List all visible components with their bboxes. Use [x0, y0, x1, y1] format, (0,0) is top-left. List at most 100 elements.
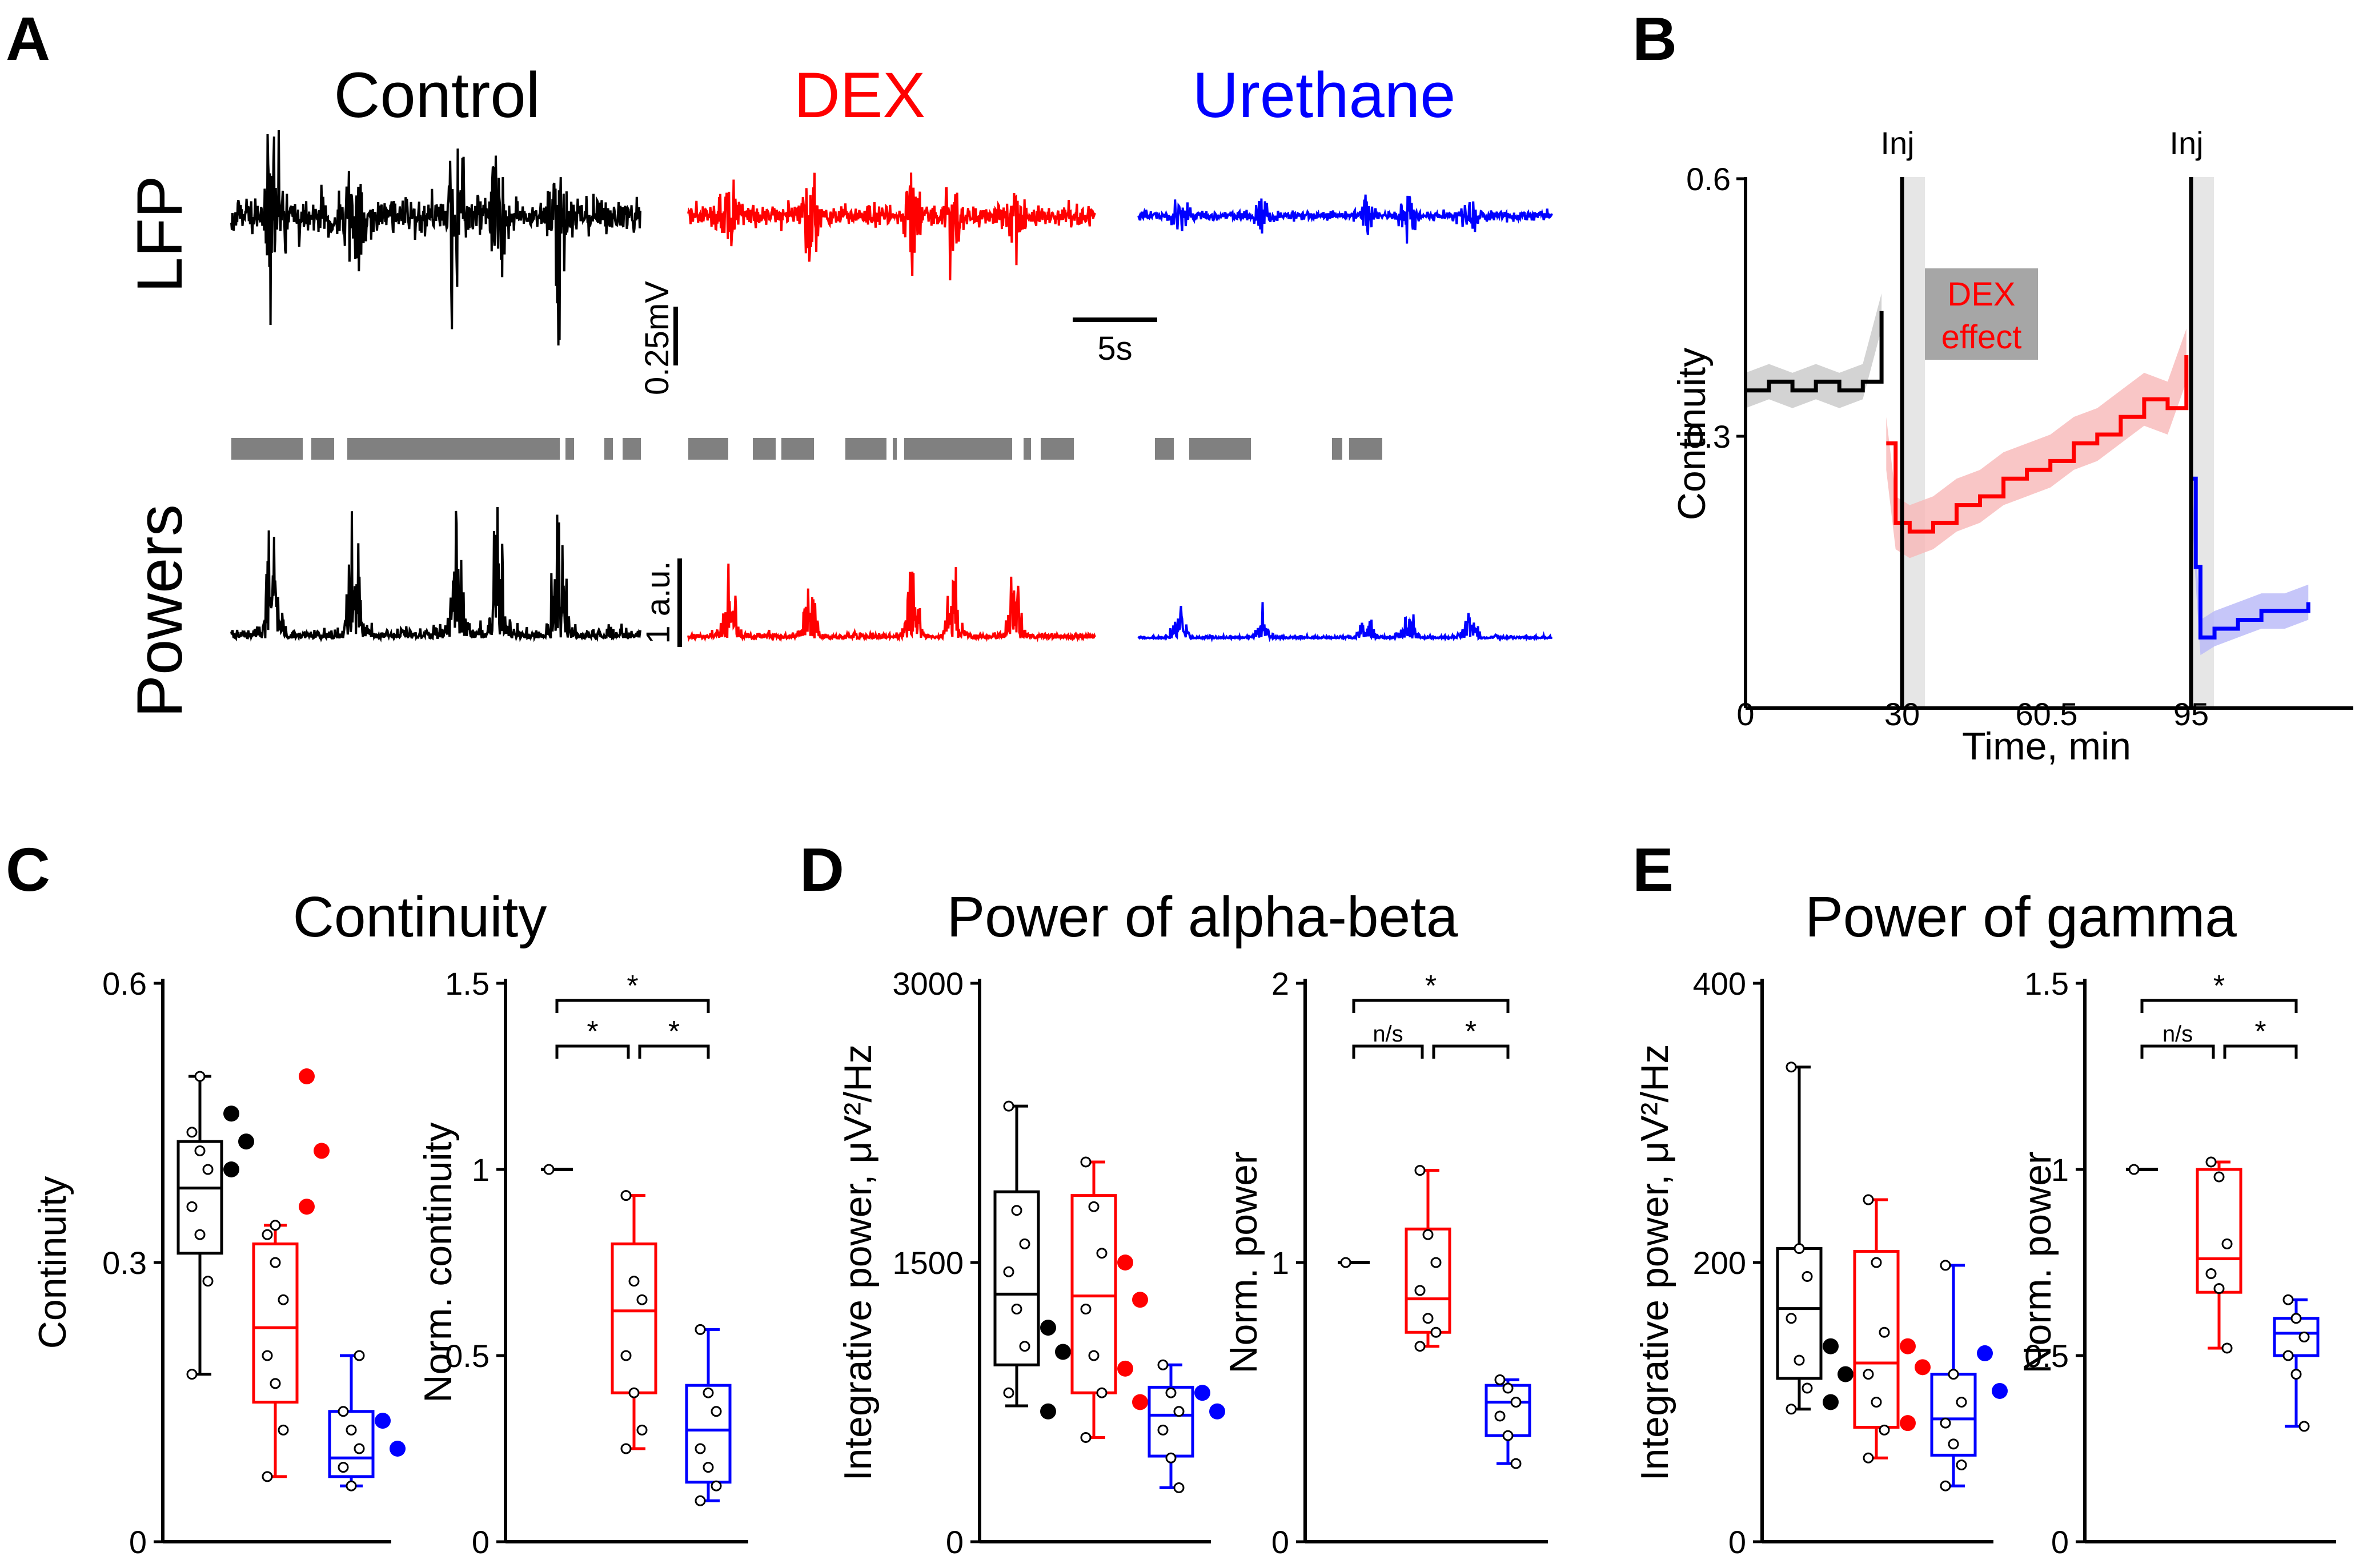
box-control: [1776, 1062, 1854, 1415]
activity-bar: [565, 438, 574, 460]
inj-label-1: Inj: [1880, 125, 1914, 161]
y-tick-label: 0.5: [2024, 1338, 2069, 1374]
data-point: [1510, 1397, 1522, 1408]
group-dot: [314, 1143, 330, 1159]
sig-bracket-ctrl-ureth: [2140, 999, 2298, 1013]
data-point: [202, 1164, 214, 1175]
sig-bracket-ctrl-ureth-label: *: [2213, 970, 2225, 1003]
y-tick-label: 3000: [892, 966, 964, 1002]
y-tick-label: 1: [1271, 1245, 1289, 1281]
data-point: [1088, 1201, 1100, 1212]
data-point: [2298, 1331, 2310, 1342]
data-point: [186, 1127, 198, 1138]
y-tick-label: 0.6: [102, 966, 147, 1002]
box-control: [541, 1164, 573, 1175]
data-point: [1019, 1341, 1030, 1352]
y-tick-label: 1.5: [2024, 966, 2069, 1002]
data-point: [1096, 1387, 1108, 1398]
data-point: [338, 1462, 349, 1473]
panel-c-letter: C: [6, 835, 50, 904]
data-point: [711, 1406, 722, 1417]
data-point: [1879, 1424, 1890, 1436]
data-point: [1422, 1313, 1434, 1324]
activity-bar: [311, 438, 334, 460]
b-xtick-label-95: 95: [2173, 696, 2209, 732]
group-dot: [1209, 1403, 1225, 1420]
group-dot: [1823, 1338, 1839, 1354]
data-point: [2282, 1294, 2294, 1305]
panel-b: B Inj Inj DEX effect 0.6 0.3 0 30 60.5 9…: [1632, 4, 2353, 768]
power-scale-label: 1 a.u.: [640, 561, 677, 644]
activity-bar: [1024, 438, 1031, 460]
data-point: [338, 1406, 349, 1417]
data-point: [354, 1443, 365, 1454]
data-point: [1414, 1165, 1426, 1176]
data-point: [1173, 1406, 1185, 1417]
group-dot: [1055, 1344, 1071, 1360]
box-urethane: [1485, 1374, 1531, 1469]
data-point: [620, 1443, 632, 1454]
data-point: [202, 1276, 214, 1287]
b-ytick-label-03: 0.3: [1686, 419, 1731, 455]
data-point: [2221, 1238, 2233, 1249]
sig-bracket-ctrl-dex: [555, 1044, 630, 1059]
data-point: [1430, 1257, 1442, 1268]
data-point: [636, 1424, 648, 1436]
activity-bar: [904, 438, 1012, 460]
data-point: [1165, 1387, 1177, 1398]
data-point: [1003, 1266, 1014, 1277]
data-point: [1173, 1482, 1185, 1493]
data-point: [1786, 1404, 1797, 1415]
data-point: [194, 1229, 206, 1240]
panel-b-letter: B: [1632, 4, 1677, 73]
data-point: [2298, 1421, 2310, 1432]
y-tick-label: 0.5: [445, 1338, 490, 1374]
data-point: [711, 1480, 722, 1491]
data-point: [262, 1229, 273, 1240]
y-tick-label: 400: [1693, 966, 1746, 1002]
data-point: [703, 1462, 714, 1473]
boxplot-e-left: 0 200 400 Integrative power, μV²/Hz: [1633, 966, 2008, 1560]
data-point: [346, 1480, 357, 1491]
box-control: [2126, 1164, 2158, 1175]
group-dot: [1040, 1320, 1056, 1336]
data-point: [2290, 1313, 2302, 1324]
lfp-trace-urethane: [1137, 194, 1553, 244]
condition-control-label: Control: [334, 59, 540, 131]
data-point: [1494, 1374, 1506, 1385]
data-point: [1786, 1313, 1797, 1324]
power-trace-control: [230, 506, 641, 643]
data-point: [2282, 1350, 2294, 1361]
continuity-line-urethane: [2191, 476, 2310, 640]
box-dex: [1405, 1165, 1451, 1352]
boxplot-e-right: 0 0.5 1 1.5 Norm. power * n/s *: [2016, 966, 2336, 1560]
data-point: [703, 1387, 714, 1398]
data-point: [270, 1220, 281, 1231]
continuity-band-dex: [1886, 328, 2187, 558]
activity-bar: [604, 438, 613, 460]
boxplot-c-right: 0 0.5 1 1.5 Norm. continuity * * *: [416, 966, 748, 1560]
condition-dex-label: DEX: [794, 59, 925, 131]
activity-bars: [231, 438, 1382, 460]
y-tick-label: 0: [946, 1524, 964, 1560]
y-axis-label: Continuity: [31, 1176, 74, 1349]
activity-bar: [623, 438, 641, 460]
data-point: [270, 1378, 281, 1389]
group-dot: [1194, 1385, 1210, 1401]
data-point: [2221, 1342, 2233, 1354]
activity-bar: [845, 438, 886, 460]
group-dot: [1132, 1394, 1148, 1410]
box-iqr: [1148, 1385, 1194, 1458]
data-point: [695, 1324, 706, 1335]
group-dot: [1977, 1345, 1993, 1361]
data-point: [278, 1424, 289, 1436]
data-point: [1502, 1382, 1514, 1394]
group-dot: [223, 1161, 239, 1177]
data-point: [1948, 1369, 1959, 1380]
data-point: [1340, 1257, 1351, 1268]
activity-bar: [1332, 438, 1342, 460]
data-point: [186, 1201, 198, 1212]
data-point: [636, 1294, 648, 1305]
data-point: [1956, 1460, 1967, 1471]
data-point: [1414, 1285, 1426, 1296]
